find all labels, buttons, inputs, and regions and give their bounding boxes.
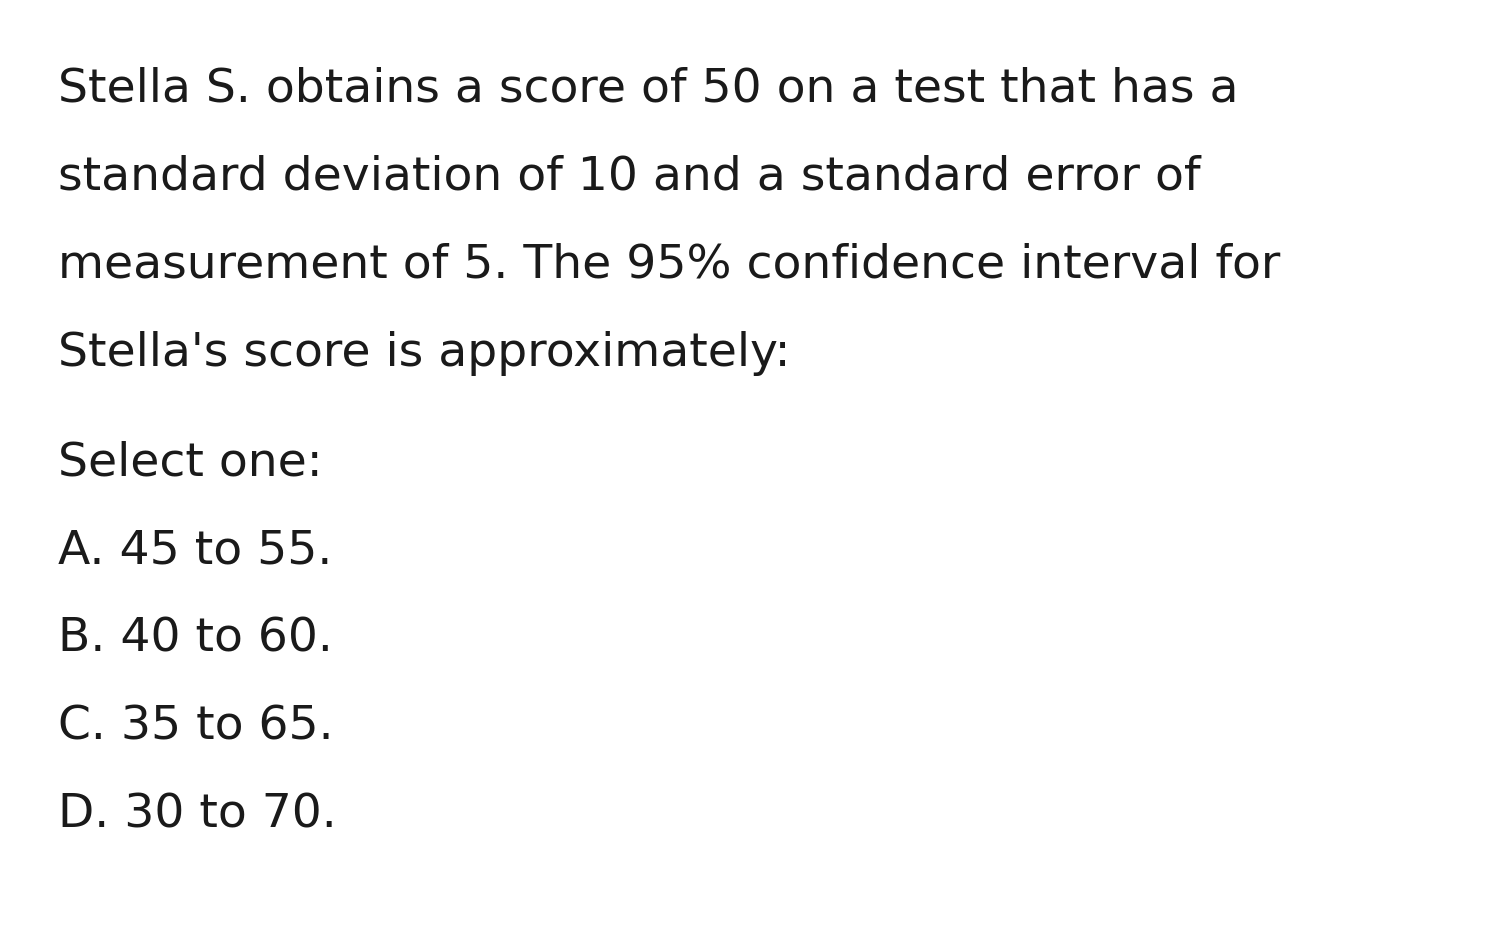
- Text: measurement of 5. The 95% confidence interval for: measurement of 5. The 95% confidence int…: [58, 243, 1281, 288]
- Text: Select one:: Select one:: [58, 441, 322, 486]
- Text: Stella's score is approximately:: Stella's score is approximately:: [58, 331, 791, 376]
- Text: Stella S. obtains a score of 50 on a test that has a: Stella S. obtains a score of 50 on a tes…: [58, 67, 1239, 112]
- Text: C. 35 to 65.: C. 35 to 65.: [58, 705, 333, 750]
- Text: standard deviation of 10 and a standard error of: standard deviation of 10 and a standard …: [58, 155, 1200, 200]
- Text: B. 40 to 60.: B. 40 to 60.: [58, 617, 333, 662]
- Text: A. 45 to 55.: A. 45 to 55.: [58, 529, 333, 574]
- Text: D. 30 to 70.: D. 30 to 70.: [58, 793, 336, 838]
